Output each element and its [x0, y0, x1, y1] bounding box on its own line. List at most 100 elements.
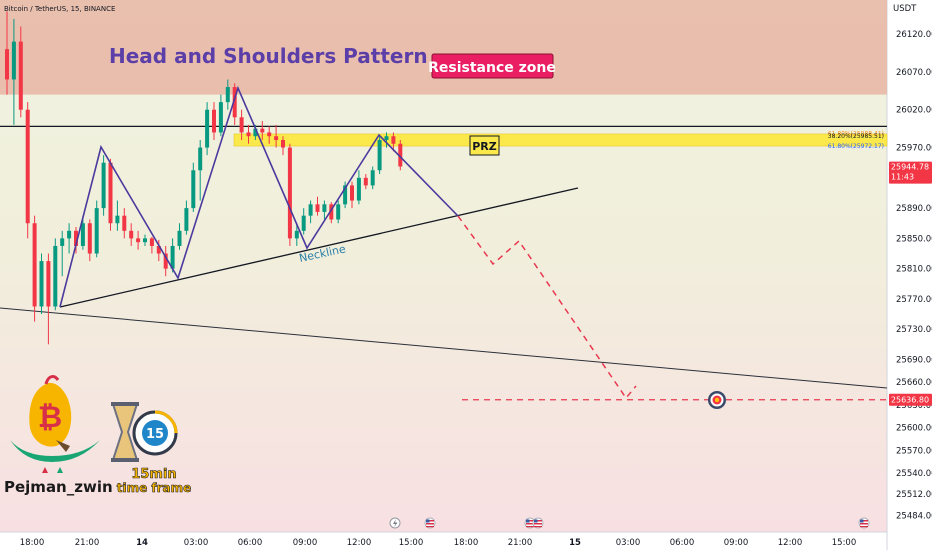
candle — [32, 215, 37, 322]
price-axis-background — [887, 0, 932, 550]
lightning-icon — [389, 517, 401, 529]
timeframe-line-2: time frame — [117, 481, 192, 495]
candle — [108, 158, 113, 231]
candle — [18, 26, 23, 118]
price-tick-label: 26020.00 — [896, 106, 932, 116]
neckline-trendline — [59, 187, 579, 308]
timeframe-line-1: 15min — [131, 467, 176, 482]
svg-text:₿: ₿ — [38, 400, 62, 435]
candle — [343, 181, 348, 209]
event-icons — [389, 517, 870, 529]
candle — [308, 200, 313, 224]
candle — [115, 200, 120, 231]
candle — [260, 121, 265, 140]
time-tick-label: 15:00 — [832, 538, 857, 548]
candle — [11, 18, 16, 125]
candle — [94, 200, 99, 258]
us-flag-icon — [858, 517, 870, 529]
candle — [191, 162, 196, 212]
time-tick-label: 03:00 — [616, 538, 641, 548]
candle — [218, 94, 223, 137]
candle — [377, 136, 382, 175]
price-tick-label: 26070.00 — [896, 68, 932, 78]
current-price-badge: 25944.78 11:43 — [889, 161, 932, 184]
candle — [149, 236, 154, 254]
prz-zone — [233, 133, 888, 147]
symbol-title: Bitcoin / TetherUS, 15, BINANCE — [4, 5, 115, 13]
time-tick-label: 09:00 — [293, 538, 318, 548]
candle — [315, 196, 320, 216]
us-flag-icon — [532, 517, 544, 529]
timer-logo-icon: 15 — [111, 402, 178, 462]
time-tick-label: 18:00 — [20, 538, 45, 548]
candles-group — [5, 11, 403, 345]
projection-path — [457, 215, 637, 400]
candle — [74, 227, 78, 254]
candle — [143, 234, 147, 246]
price-tick-label: 25540.00 — [896, 469, 932, 479]
candle — [336, 200, 341, 224]
target-price-badge: 25636.80 — [889, 393, 932, 406]
fib-level-label: 61.80%(25972.17) — [828, 143, 884, 150]
time-tick-label: 06:00 — [238, 538, 263, 548]
price-tick-label: 25484.00 — [896, 511, 932, 521]
time-tick-label: 15:00 — [399, 538, 424, 548]
candle — [60, 230, 65, 277]
resistance-zone-label: Resistance zone — [428, 53, 556, 79]
time-tick-label: 14 — [136, 538, 148, 548]
price-tick-label: 25730.00 — [896, 325, 932, 335]
candle — [39, 253, 44, 315]
candle — [136, 230, 141, 250]
candle — [384, 132, 389, 148]
candle — [329, 202, 334, 224]
candle — [294, 223, 299, 246]
head-and-shoulders-zigzag — [59, 85, 459, 308]
resistance-zone — [0, 0, 887, 95]
candle — [267, 126, 272, 144]
time-tick-label: 06:00 — [670, 538, 695, 548]
candle — [177, 223, 182, 250]
candle — [287, 143, 292, 246]
price-tick-label: 25600.00 — [896, 424, 932, 434]
time-tick-label: 21:00 — [508, 538, 533, 548]
candle — [363, 174, 368, 190]
price-tick-label: 25770.00 — [896, 295, 932, 305]
fib-level-label: 38.20%(25985.51) — [828, 133, 884, 140]
author-name: Pejman_zwin — [4, 478, 113, 496]
price-tick-label: 25570.00 — [896, 446, 932, 456]
target-icon — [708, 391, 726, 409]
candle — [122, 208, 127, 239]
candle — [5, 11, 9, 95]
us-flag-icon — [424, 517, 436, 529]
price-tick-label: 25630.00 — [896, 401, 932, 411]
time-axis-background — [0, 532, 887, 550]
candle — [46, 253, 51, 345]
candle — [198, 140, 203, 201]
time-tick-label: 03:00 — [184, 538, 209, 548]
candle — [53, 238, 58, 311]
svg-text:25636.80: 25636.80 — [891, 396, 929, 405]
candle — [370, 166, 375, 190]
price-tick-label: 25970.00 — [896, 144, 932, 154]
candle — [391, 132, 396, 152]
candle — [25, 102, 30, 239]
candle — [225, 79, 230, 110]
candle — [301, 208, 306, 235]
svg-text:11:43: 11:43 — [891, 173, 914, 182]
candle — [246, 124, 251, 144]
time-tick-label: 15 — [569, 538, 581, 548]
price-tick-label: 25512.00 — [896, 490, 932, 500]
currency-label: USDT — [893, 4, 917, 14]
candle — [101, 155, 106, 216]
lower-trendline — [0, 307, 888, 389]
candle — [129, 223, 134, 246]
candle — [350, 181, 354, 209]
prz-label: PRZ — [469, 135, 500, 156]
time-tick-label: 18:00 — [454, 538, 479, 548]
price-tick-label: 25850.00 — [896, 234, 932, 244]
candle — [156, 239, 161, 262]
time-tick-label: 12:00 — [347, 538, 372, 548]
candle — [212, 102, 216, 140]
candle — [398, 140, 403, 171]
